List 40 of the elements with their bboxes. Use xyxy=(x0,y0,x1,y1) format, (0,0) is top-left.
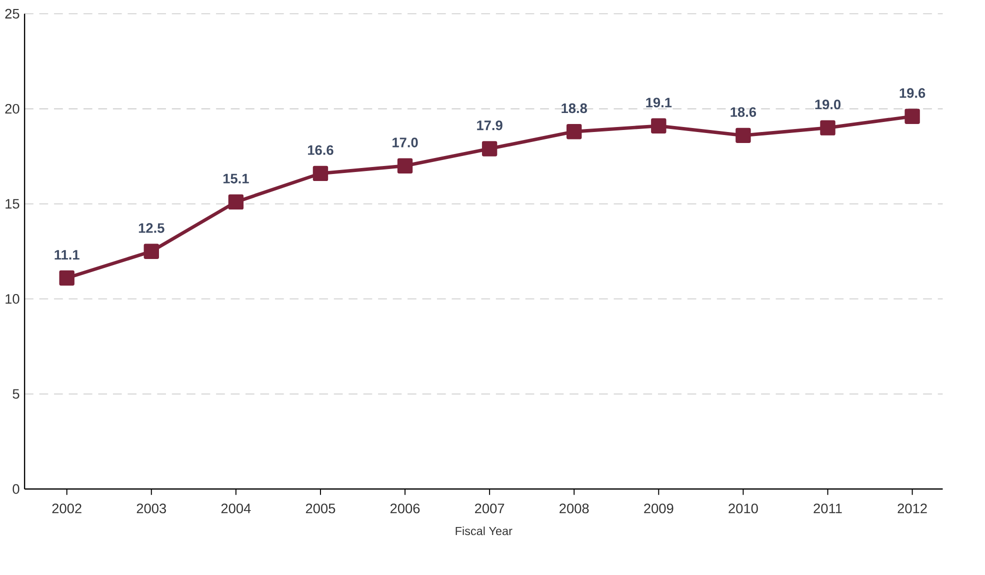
x-tick-label: 2002 xyxy=(52,503,82,514)
x-tick-label: 2007 xyxy=(475,503,504,514)
data-label: 19.1 xyxy=(646,97,672,108)
x-tick-label: 2004 xyxy=(221,503,251,514)
point xyxy=(904,108,920,124)
y-tick-label: 0 xyxy=(12,484,20,494)
data-label: 19.0 xyxy=(815,99,841,110)
x-tick-label: 2009 xyxy=(644,503,674,514)
x-tick-label: 2006 xyxy=(390,503,420,514)
y-tick-label: 10 xyxy=(6,294,20,304)
point xyxy=(228,194,244,210)
y-tick-label: 15 xyxy=(6,198,20,208)
y-tick-label: 5 xyxy=(12,388,20,399)
point xyxy=(482,140,498,156)
point xyxy=(820,120,836,136)
point xyxy=(566,124,582,139)
data-label: 18.8 xyxy=(562,103,588,113)
x-tick-label: 2010 xyxy=(728,503,758,514)
x-tick-label: 2003 xyxy=(136,503,166,514)
data-label: 16.6 xyxy=(308,145,334,155)
x-tick-label: 2012 xyxy=(898,503,927,514)
data-label: 17.0 xyxy=(392,137,418,148)
x-tick-label: 2011 xyxy=(814,503,842,514)
x-tick-label: 2008 xyxy=(560,503,589,514)
point xyxy=(312,166,328,181)
point xyxy=(651,118,666,134)
point xyxy=(59,270,74,286)
x-axis-title: Fiscal Year xyxy=(456,526,512,535)
data-label: 15.1 xyxy=(223,174,249,184)
data-label: 17.9 xyxy=(477,120,502,130)
y-tick-label: 25 xyxy=(5,8,20,18)
y-tick-label: 20 xyxy=(5,104,20,114)
data-label: 11.1 xyxy=(54,250,80,260)
point xyxy=(397,158,413,174)
data-label: 12.5 xyxy=(138,222,164,233)
x-tick-label: 2005 xyxy=(306,503,336,514)
data-label: 18.6 xyxy=(730,106,756,117)
point xyxy=(144,244,159,259)
data-label: 19.6 xyxy=(900,88,926,98)
point xyxy=(736,128,751,143)
